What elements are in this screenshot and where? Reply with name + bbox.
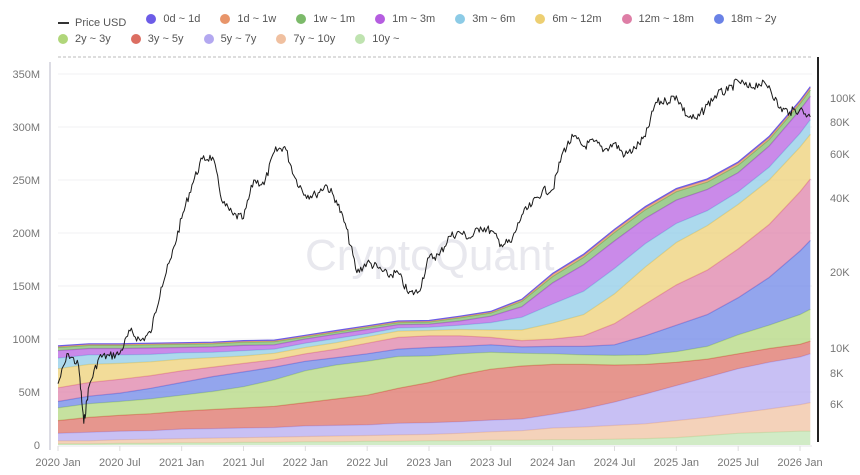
line-swatch-icon <box>58 22 69 24</box>
legend-item-7y-10y[interactable]: 7y ~ 10y <box>276 31 335 47</box>
legend-item-1m-3m[interactable]: 1m ~ 3m <box>375 11 435 27</box>
x-tick-label: 2024 Jul <box>594 457 636 469</box>
legend-label: 7y ~ 10y <box>293 33 336 45</box>
area-1w-1m-edge <box>57 89 811 349</box>
x-tick-label: 2022 Jan <box>283 457 328 469</box>
area-5y-7y <box>58 353 811 441</box>
legend-item-12m-18m[interactable]: 12m ~ 18m <box>621 11 694 27</box>
stacked-areas <box>57 86 811 445</box>
area-1m-3m <box>58 96 811 359</box>
legend-item-price-usd[interactable]: Price USD <box>58 15 126 31</box>
y-right-tick-label: 80K <box>830 117 850 129</box>
y-left-tick-label: 250M <box>12 175 40 187</box>
y-right-tick-label: 60K <box>830 149 850 161</box>
legend-label: 6m ~ 12m <box>552 13 602 25</box>
legend-item-18m-2y[interactable]: 18m ~ 2y <box>713 11 777 27</box>
legend-label: 1w ~ 1m <box>313 13 356 25</box>
area-2y-3y <box>58 309 811 421</box>
y-left-tick-label: 300M <box>12 122 40 134</box>
legend-label: 1d ~ 1w <box>237 13 277 25</box>
y-left-tick-label: 100M <box>12 334 40 346</box>
axes: 0 50M 100M 150M 200M 250M 300M 350M 6K 8K 10K 20K 40… <box>12 57 856 469</box>
legend-item-3m-6m[interactable]: 3m ~ 6m <box>455 11 515 27</box>
dot-swatch-icon <box>713 14 724 24</box>
x-tick-label: 2026 Jan <box>777 457 822 469</box>
x-tick-label: 2025 Jan <box>654 457 699 469</box>
legend-label: 3y ~ 5y <box>147 33 184 45</box>
dot-swatch-icon <box>58 34 68 44</box>
area-3m-6m-edge <box>57 119 811 359</box>
area-3y-5y <box>58 341 811 434</box>
y-right-tick-label: 10K <box>830 343 850 355</box>
area-6m-12m <box>58 134 811 388</box>
legend-label: 18m ~ 2y <box>730 13 777 25</box>
price-usd-line <box>57 78 811 424</box>
legend-item-2y-3y[interactable]: 2y ~ 3y <box>58 31 111 47</box>
x-tick-label: 2024 Jan <box>530 457 575 469</box>
legend-label: 2y ~ 3y <box>75 33 111 45</box>
legend-label: 0d ~ 1d <box>163 13 201 25</box>
y-left-tick-label: 50M <box>19 387 40 399</box>
dot-swatch-icon <box>455 14 466 24</box>
y-left-tick-label: 200M <box>12 228 40 240</box>
dot-swatch-icon <box>355 34 366 44</box>
price-line-group <box>57 78 811 424</box>
area-7y-10y <box>58 402 811 444</box>
dot-swatch-icon <box>146 14 157 24</box>
legend-item-1w-1m[interactable]: 1w ~ 1m <box>296 11 355 27</box>
legend-label: 1m ~ 3m <box>392 13 436 25</box>
x-tick-label: 2023 Jan <box>406 457 451 469</box>
y-right-tick-label: 6K <box>830 399 844 411</box>
dot-swatch-icon <box>203 34 214 44</box>
area-10y <box>58 431 811 445</box>
area-2y-3y-edge <box>57 308 811 409</box>
dot-swatch-icon <box>220 14 231 24</box>
legend-item-3y-5y[interactable]: 3y ~ 5y <box>130 31 184 47</box>
area-0d-1d-edge <box>57 86 811 347</box>
legend-label: Price USD <box>75 17 127 29</box>
legend-item-6m-12m[interactable]: 6m ~ 12m <box>535 11 602 27</box>
legend-label: 3m ~ 6m <box>472 13 516 25</box>
legend: Price USD 0d ~ 1d 1d ~ 1w 1w ~ 1m 1m ~ 3m 3m … <box>58 11 858 49</box>
x-tick-label: 2020 Jan <box>35 457 80 469</box>
x-tick-label: 2022 Jul <box>346 457 388 469</box>
dot-swatch-icon <box>296 14 307 24</box>
x-tick-label: 2023 Jul <box>470 457 512 469</box>
legend-item-0d-1d[interactable]: 0d ~ 1d <box>146 11 200 27</box>
x-tick-label: 2021 Jul <box>223 457 265 469</box>
legend-item-1d-1w[interactable]: 1d ~ 1w <box>220 11 276 27</box>
area-3m-6m <box>58 119 811 369</box>
dot-swatch-icon <box>130 34 141 44</box>
legend-label: 5y ~ 7y <box>220 33 257 45</box>
y-left-tick-label: 150M <box>12 281 40 293</box>
y-right-tick-label: 20K <box>830 267 850 279</box>
dot-swatch-icon <box>276 34 287 44</box>
y-right-tick-label: 100K <box>830 93 856 105</box>
legend-item-5y-7y[interactable]: 5y ~ 7y <box>203 31 257 47</box>
dot-swatch-icon <box>621 14 632 24</box>
y-right-tick-label: 8K <box>830 368 844 380</box>
legend-label: 10y ~ <box>372 33 400 45</box>
area-12m-18m <box>58 178 811 402</box>
dot-swatch-icon <box>375 14 386 24</box>
y-left-tick-label: 350M <box>12 69 40 81</box>
dot-swatch-icon <box>535 14 546 24</box>
x-tick-label: 2025 Jul <box>717 457 759 469</box>
area-6m-12m-edge <box>57 134 811 370</box>
legend-label: 12m ~ 18m <box>638 13 694 25</box>
x-tick-label: 2021 Jan <box>159 457 204 469</box>
x-tick-label: 2020 Jul <box>99 457 141 469</box>
legend-item-10y[interactable]: 10y ~ <box>355 31 399 47</box>
y-right-tick-label: 40K <box>830 193 850 205</box>
y-left-tick-label: 0 <box>34 440 40 452</box>
